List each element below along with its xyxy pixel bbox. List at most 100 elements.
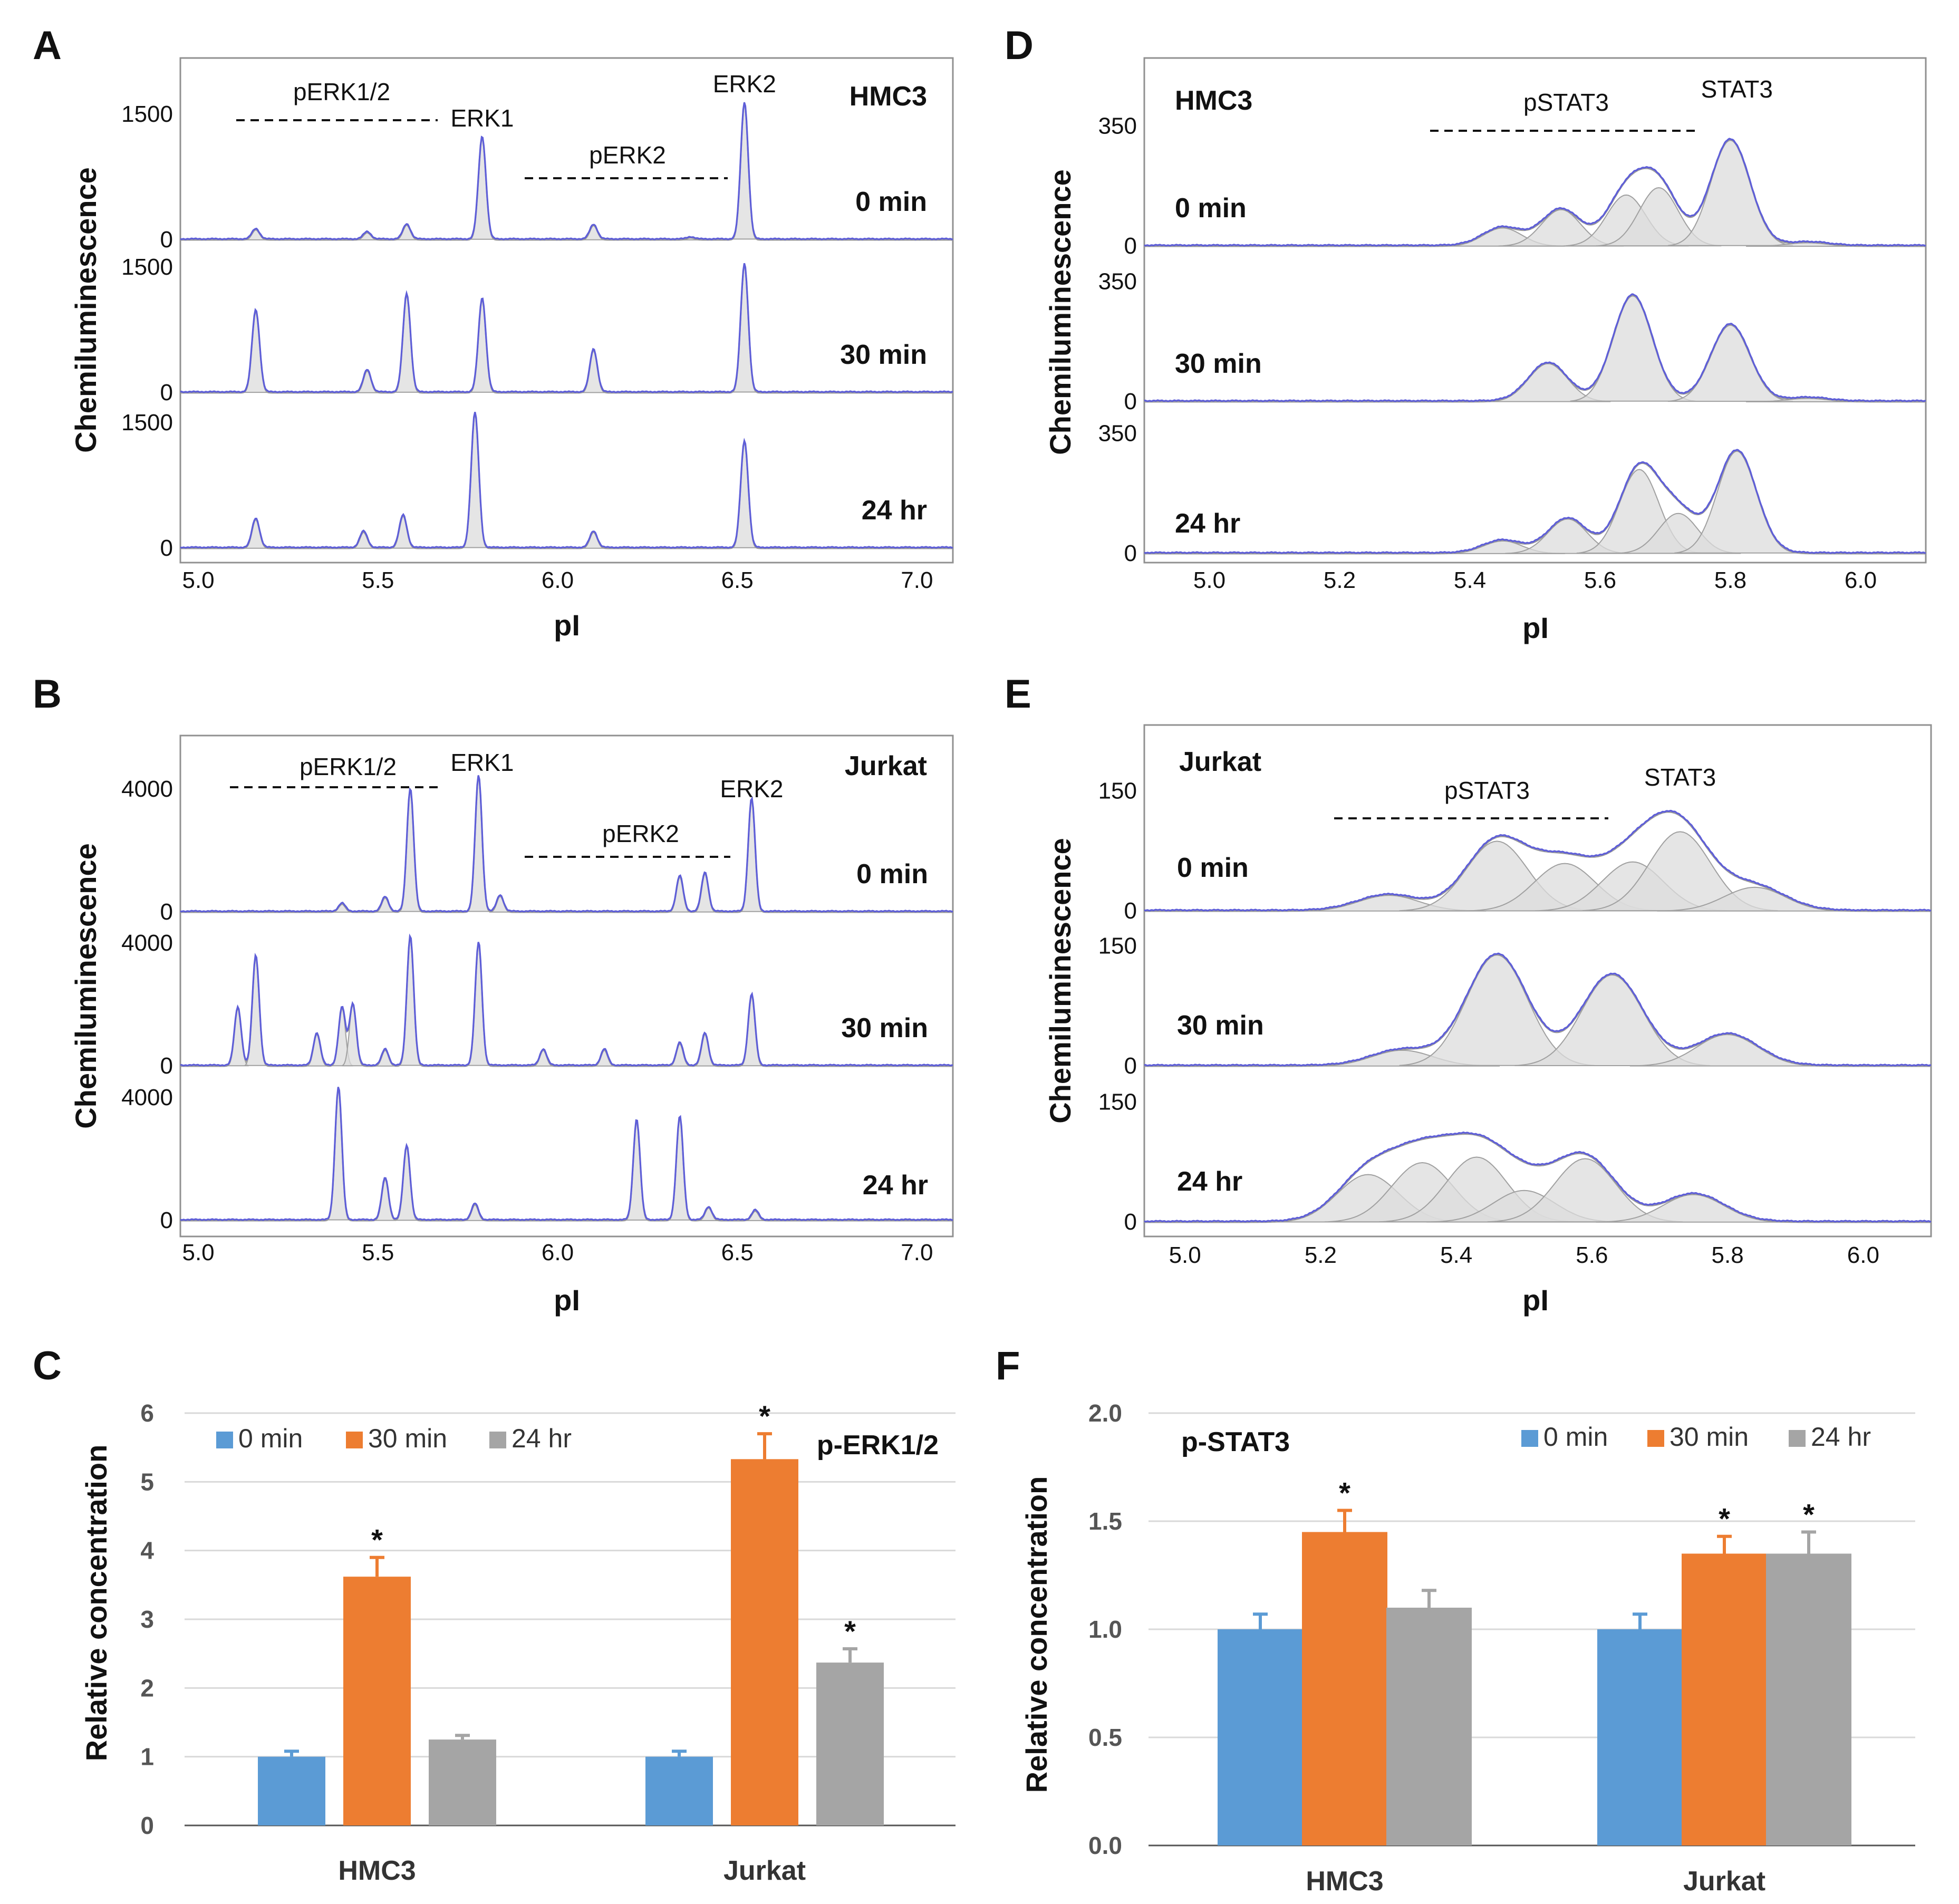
y-axis-label: Chemiluminescence — [1044, 169, 1077, 455]
legend-swatch-0min — [1521, 1430, 1538, 1447]
x-tick-label: 5.0 — [1169, 1242, 1201, 1268]
x-tick-label: 5.0 — [182, 1240, 214, 1265]
category-label-jurkat: Jurkat — [1683, 1866, 1765, 1897]
category-label-jurkat: Jurkat — [723, 1855, 806, 1886]
x-axis-label: pI — [1522, 611, 1549, 644]
y-tick-label: 1500 — [121, 101, 173, 127]
measured-trace — [1144, 1131, 1932, 1223]
bar-30-min — [1682, 1553, 1767, 1845]
timepoint-label: 0 min — [1175, 193, 1247, 224]
timepoint-label: 0 min — [1177, 853, 1249, 883]
fit-envelope — [180, 1088, 953, 1222]
measured-trace — [1144, 138, 1926, 247]
x-tick-label: 5.4 — [1454, 567, 1486, 593]
pERK2-label: pERK2 — [602, 820, 679, 847]
y-tick-label: 1500 — [121, 254, 173, 280]
STAT3-label: STAT3 — [1701, 75, 1773, 103]
x-tick-label: 5.5 — [362, 567, 394, 593]
pSTAT3-label: pSTAT3 — [1444, 777, 1530, 804]
bar-30-min — [343, 1577, 411, 1825]
category-label-hmc3: HMC3 — [1306, 1866, 1383, 1897]
fit-envelope — [180, 103, 953, 241]
trace-30-min: 0 150 30 min — [1098, 933, 1931, 1079]
x-ticks: 5.0 5.2 5.4 5.6 5.8 6.0 — [1193, 567, 1877, 593]
y-tick-label: 150 — [1098, 933, 1137, 959]
trace-24-hr: 0 4000 24 hr — [121, 1085, 953, 1233]
y-tick-label: 0 — [1124, 898, 1137, 924]
trace-0-min: 0 1500 0 min — [121, 101, 953, 253]
y-tick-label: 0 — [1124, 1209, 1137, 1235]
y-axis-label: Relative concentration — [80, 1445, 113, 1762]
y-tick-label: 2 — [140, 1674, 154, 1702]
x-tick-label: 5.5 — [362, 1240, 394, 1265]
y-tick-label: 0.0 — [1088, 1832, 1122, 1859]
fit-envelope — [1144, 450, 1926, 555]
fit-peak — [667, 1116, 693, 1221]
y-tick-label: 5 — [140, 1468, 154, 1495]
plot-frame — [1143, 57, 1927, 564]
x-tick-label: 5.8 — [1714, 567, 1746, 593]
y-axis-label: Chemiluminescence — [1044, 838, 1077, 1124]
trace-30-min: 0 1500 30 min — [121, 254, 953, 405]
fit-peak — [468, 297, 495, 393]
y-tick-label: 1.5 — [1088, 1507, 1122, 1535]
fit-envelope — [180, 935, 953, 1067]
x-tick-label: 5.0 — [1193, 567, 1225, 593]
fit-envelope — [1144, 139, 1926, 247]
measured-trace — [1144, 293, 1926, 402]
timepoint-label: 24 hr — [862, 495, 927, 526]
trace-stacks: 0 4000 0 min 0 4000 30 min 0 4000 24 hr — [121, 775, 953, 1233]
legend-label-30min: 30 min — [1670, 1422, 1749, 1452]
fit-peak — [243, 955, 268, 1066]
fit-peak — [461, 412, 489, 548]
y-tick-label: 1.0 — [1088, 1616, 1122, 1643]
legend: 0 min 30 min 24 hr — [216, 1424, 572, 1453]
trace-0-min: 0 150 0 min — [1098, 778, 1932, 924]
x-axis-label: pI — [554, 1283, 580, 1317]
legend-swatch-24hr — [1789, 1430, 1806, 1447]
fit-peak — [730, 263, 759, 393]
x-tick-label: 7.0 — [901, 567, 933, 593]
x-axis-label: pI — [1522, 1283, 1549, 1317]
legend-label-24hr: 24 hr — [1811, 1422, 1871, 1452]
measured-trace — [180, 1087, 953, 1221]
trace-24-hr: 0 150 24 hr — [1098, 1089, 1932, 1235]
panel-b: 0 4000 0 min 0 4000 30 min 0 4000 24 hr 5.0 5.5 6.… — [69, 734, 954, 1317]
bars: * * * — [1218, 1476, 1851, 1845]
x-tick-label: 5.2 — [1305, 1242, 1337, 1268]
timepoint-label: 30 min — [840, 340, 927, 370]
legend-swatch-0min — [216, 1432, 233, 1448]
panel-label-a: A — [33, 23, 62, 68]
legend-swatch-24hr — [489, 1432, 506, 1448]
panel-label-e: E — [1005, 672, 1031, 717]
ERK1-label: ERK1 — [450, 104, 514, 132]
trace-24-hr: 0 350 24 hr — [1098, 421, 1926, 566]
significance-star: * — [844, 1615, 856, 1648]
annotations: pSTAT3 STAT3 — [1334, 763, 1716, 819]
timepoint-label: 30 min — [1177, 1010, 1264, 1041]
pERK1-2-label: pERK1/2 — [300, 753, 397, 780]
trace-30-min: 0 4000 30 min — [121, 930, 953, 1079]
bar-24-hr — [1386, 1608, 1472, 1845]
y-tick-label: 0 — [160, 1207, 173, 1233]
measured-trace — [1144, 449, 1926, 554]
y-tick-label: 1500 — [121, 410, 173, 436]
fit-envelope — [1144, 811, 1931, 912]
x-tick-label: 6.0 — [1845, 567, 1877, 593]
cell-line-label: Jurkat — [1179, 747, 1261, 777]
panel-label-f: F — [996, 1344, 1020, 1388]
panel-label-c: C — [33, 1344, 62, 1388]
y-tick-label: 4 — [140, 1537, 154, 1564]
timepoint-label: 24 hr — [863, 1170, 928, 1201]
x-tick-label: 5.6 — [1576, 1242, 1608, 1268]
bar-0-min — [1218, 1629, 1303, 1845]
measured-trace — [180, 412, 953, 549]
fit-peak — [398, 935, 423, 1066]
ERK1-label: ERK1 — [450, 749, 514, 776]
bar-24-hr — [1766, 1553, 1851, 1845]
measured-trace — [1144, 952, 1931, 1067]
